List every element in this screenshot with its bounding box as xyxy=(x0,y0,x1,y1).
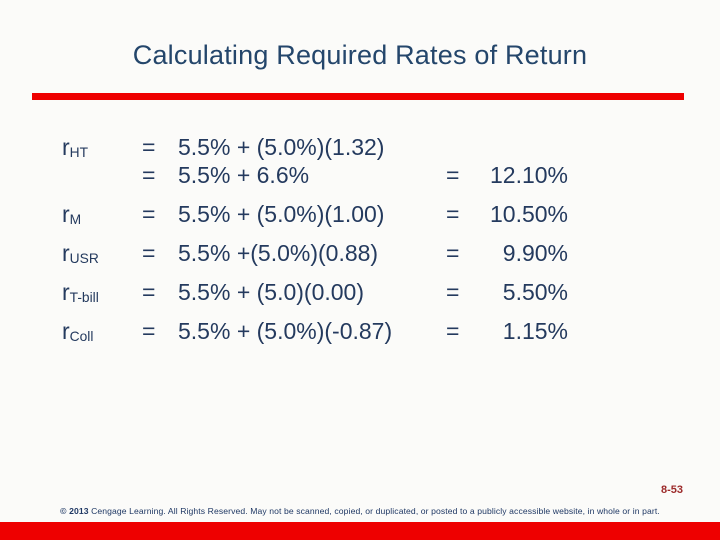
equations-block: rHT = 5.5% + (5.0%)(1.32) = 5.5% + 6.6% … xyxy=(62,133,568,345)
title-underline xyxy=(32,93,684,100)
rate-label-usr: rUSR xyxy=(62,239,142,267)
equals-sign xyxy=(446,133,488,161)
rate-label-tbill: rT-bill xyxy=(62,278,142,306)
rate-symbol: r xyxy=(62,134,70,160)
copyright-year: © 2013 xyxy=(60,506,89,516)
equals-sign: = xyxy=(142,134,156,160)
equation-result xyxy=(488,133,568,161)
equals-sign: = xyxy=(142,279,156,305)
equals-sign: = xyxy=(446,201,460,227)
copyright-text: Cengage Learning. All Rights Reserved. M… xyxy=(88,506,660,516)
equation-row-usr: rUSR = 5.5% +(5.0%)(0.88) = 9.90% xyxy=(62,239,568,267)
equation-row-ht-2: = 5.5% + 6.6% = 12.10% xyxy=(62,161,568,189)
rate-symbol: r xyxy=(62,318,70,344)
rate-subscript: USR xyxy=(69,251,99,267)
copyright-notice: © 2013 Cengage Learning. All Rights Rese… xyxy=(4,506,716,516)
equation-expression: 5.5% + (5.0%)(1.00) xyxy=(178,201,385,227)
equation-expression: 5.5% + (5.0%)(-0.87) xyxy=(178,318,393,344)
rate-subscript: HT xyxy=(69,145,89,161)
rate-label-coll: rColl xyxy=(62,317,142,345)
rate-label-ht: rHT xyxy=(62,133,142,161)
equation-result: 9.90% xyxy=(502,240,568,266)
rate-subscript: T-bill xyxy=(69,290,99,306)
rate-label-blank xyxy=(62,161,142,189)
equation-row-ht-1: rHT = 5.5% + (5.0%)(1.32) xyxy=(62,133,568,161)
equation-result: 12.10% xyxy=(489,162,568,188)
equation-result: 1.15% xyxy=(502,318,568,344)
equals-sign: = xyxy=(142,240,156,266)
bottom-red-bar xyxy=(0,522,720,540)
equals-sign: = xyxy=(446,162,460,188)
equals-sign: = xyxy=(142,201,156,227)
equals-sign: = xyxy=(446,279,460,305)
rate-subscript: Coll xyxy=(69,329,94,345)
equals-sign: = xyxy=(446,240,460,266)
equals-sign: = xyxy=(142,162,156,188)
equation-row-m: rM = 5.5% + (5.0%)(1.00) = 10.50% xyxy=(62,200,568,228)
equation-result: 10.50% xyxy=(489,201,568,227)
page-title: Calculating Required Rates of Return xyxy=(132,40,588,70)
equation-expression: 5.5% + (5.0%)(1.32) xyxy=(178,134,385,160)
equation-row-tbill: rT-bill = 5.5% + (5.0)(0.00) = 5.50% xyxy=(62,278,568,306)
equation-expression: 5.5% + (5.0)(0.00) xyxy=(178,279,365,305)
equation-row-coll: rColl = 5.5% + (5.0%)(-0.87) = 1.15% xyxy=(62,317,568,345)
slide-page-number: 8-53 xyxy=(660,484,683,496)
rate-symbol: r xyxy=(62,240,70,266)
equation-expression: 5.5% +(5.0%)(0.88) xyxy=(178,240,379,266)
equals-sign: = xyxy=(446,318,460,344)
equation-expression: 5.5% + 6.6% xyxy=(178,162,310,188)
rate-label-m: rM xyxy=(62,200,142,228)
equation-result: 5.50% xyxy=(502,279,568,305)
rate-symbol: r xyxy=(62,201,70,227)
rate-subscript: M xyxy=(69,212,82,228)
equals-sign: = xyxy=(142,318,156,344)
rate-symbol: r xyxy=(62,279,70,305)
